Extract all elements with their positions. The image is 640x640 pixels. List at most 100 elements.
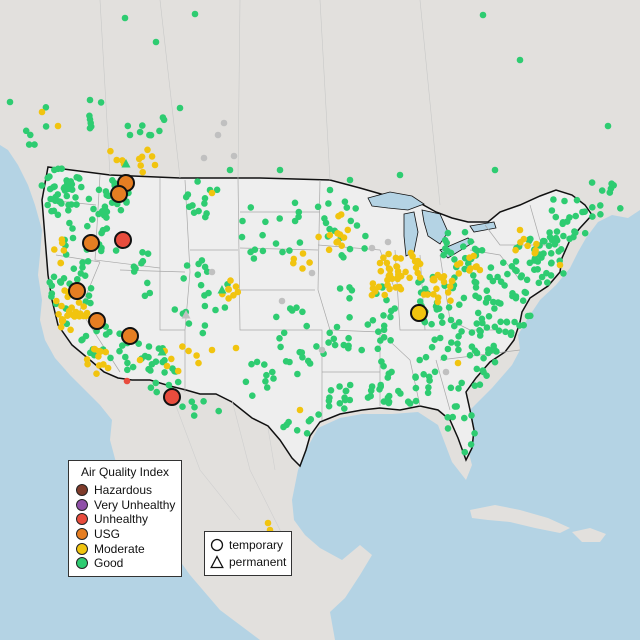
monitor-site[interactable] <box>75 299 83 306</box>
monitor-site[interactable] <box>263 384 271 391</box>
monitor-site[interactable] <box>476 327 483 334</box>
monitor-site[interactable] <box>269 368 276 376</box>
monitor-site[interactable] <box>124 122 132 130</box>
monitor-site[interactable] <box>191 10 199 18</box>
monitor-site[interactable] <box>461 414 468 422</box>
temporary-monitor-site[interactable] <box>410 304 428 322</box>
monitor-site[interactable] <box>326 186 334 194</box>
monitor-site[interactable] <box>442 368 450 376</box>
monitor-site[interactable] <box>440 273 448 280</box>
monitor-site[interactable] <box>597 211 604 218</box>
monitor-site[interactable] <box>57 259 65 267</box>
monitor-site[interactable] <box>352 205 360 212</box>
monitor-site[interactable] <box>598 187 606 194</box>
monitor-site[interactable] <box>55 311 62 318</box>
monitor-site[interactable] <box>553 237 561 244</box>
monitor-site[interactable] <box>87 299 94 307</box>
monitor-site[interactable] <box>38 182 46 189</box>
monitor-site[interactable] <box>483 324 491 331</box>
monitor-site[interactable] <box>467 441 475 448</box>
monitor-site[interactable] <box>71 313 78 320</box>
monitor-site[interactable] <box>225 295 232 302</box>
monitor-site[interactable] <box>414 269 422 277</box>
monitor-site[interactable] <box>135 155 143 163</box>
monitor-site[interactable] <box>51 183 58 190</box>
monitor-site[interactable] <box>458 379 466 387</box>
monitor-site[interactable] <box>545 242 553 250</box>
monitor-sites[interactable] <box>6 10 624 534</box>
monitor-site[interactable] <box>83 356 91 363</box>
monitor-site[interactable] <box>68 186 76 193</box>
monitor-site[interactable] <box>80 303 87 310</box>
monitor-site[interactable] <box>364 321 372 328</box>
monitor-site[interactable] <box>472 279 480 287</box>
monitor-site[interactable] <box>380 254 387 261</box>
monitor-site[interactable] <box>386 266 394 274</box>
monitor-site[interactable] <box>346 381 354 389</box>
monitor-site[interactable] <box>412 373 419 381</box>
monitor-site[interactable] <box>283 421 290 429</box>
monitor-site[interactable] <box>123 199 130 206</box>
temporary-monitor-site[interactable] <box>110 185 128 203</box>
monitor-site[interactable] <box>380 312 387 319</box>
monitor-site[interactable] <box>404 398 412 406</box>
permanent-monitor-site[interactable] <box>181 310 191 319</box>
monitor-site[interactable] <box>531 257 538 264</box>
monitor-site[interactable] <box>54 165 62 173</box>
monitor-site[interactable] <box>394 268 402 275</box>
monitor-site[interactable] <box>95 353 102 360</box>
monitor-site[interactable] <box>253 358 261 366</box>
monitor-site[interactable] <box>579 208 586 216</box>
monitor-site[interactable] <box>147 131 155 139</box>
monitor-site[interactable] <box>341 405 348 412</box>
monitor-site[interactable] <box>444 247 451 255</box>
monitor-site[interactable] <box>325 397 333 405</box>
monitor-site[interactable] <box>299 308 306 316</box>
monitor-site[interactable] <box>470 272 477 279</box>
monitor-site[interactable] <box>566 235 573 243</box>
monitor-site[interactable] <box>249 392 256 400</box>
monitor-site[interactable] <box>303 430 311 437</box>
monitor-site[interactable] <box>338 242 346 249</box>
monitor-site[interactable] <box>456 301 463 309</box>
monitor-site[interactable] <box>308 269 316 277</box>
monitor-site[interactable] <box>534 266 541 273</box>
monitor-site[interactable] <box>136 356 144 364</box>
monitor-site[interactable] <box>81 272 89 280</box>
monitor-site[interactable] <box>444 289 452 296</box>
monitor-site[interactable] <box>495 327 503 335</box>
monitor-site[interactable] <box>557 246 565 253</box>
monitor-site[interactable] <box>325 339 332 346</box>
monitor-site[interactable] <box>90 205 97 213</box>
monitor-site[interactable] <box>153 388 160 396</box>
monitor-site[interactable] <box>25 141 33 148</box>
monitor-site[interactable] <box>468 329 476 336</box>
monitor-site[interactable] <box>478 247 486 254</box>
monitor-site[interactable] <box>195 359 202 367</box>
monitor-site[interactable] <box>553 228 561 235</box>
monitor-site[interactable] <box>119 342 126 349</box>
monitor-site[interactable] <box>455 319 463 326</box>
monitor-site[interactable] <box>325 200 332 207</box>
monitor-site[interactable] <box>145 353 152 361</box>
monitor-site[interactable] <box>472 284 480 291</box>
monitor-site[interactable] <box>455 333 462 340</box>
monitor-site[interactable] <box>547 250 555 257</box>
monitor-site[interactable] <box>572 229 579 236</box>
monitor-site[interactable] <box>544 279 551 286</box>
monitor-site[interactable] <box>369 317 377 324</box>
monitor-site[interactable] <box>430 291 437 298</box>
monitor-site[interactable] <box>431 276 438 284</box>
monitor-site[interactable] <box>385 398 393 406</box>
monitor-site[interactable] <box>52 193 59 201</box>
monitor-site[interactable] <box>500 259 507 267</box>
monitor-site[interactable] <box>467 238 475 245</box>
monitor-site[interactable] <box>374 345 382 353</box>
monitor-site[interactable] <box>84 360 91 368</box>
monitor-site[interactable] <box>412 397 420 405</box>
monitor-site[interactable] <box>491 305 498 312</box>
monitor-site[interactable] <box>443 239 451 247</box>
monitor-site[interactable] <box>471 430 478 437</box>
monitor-site[interactable] <box>345 344 352 352</box>
monitor-site[interactable] <box>535 279 543 287</box>
